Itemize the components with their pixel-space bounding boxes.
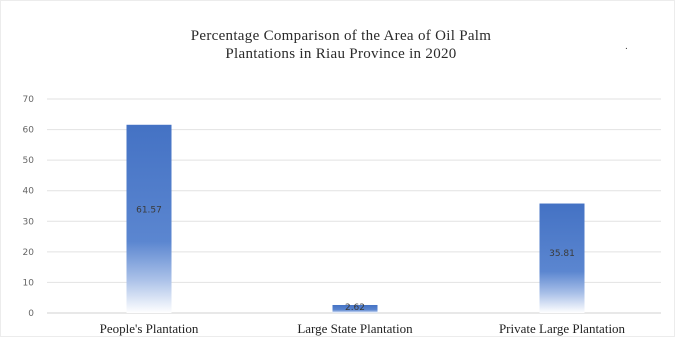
category-label: People's Plantation bbox=[100, 321, 199, 336]
chart-title-line-2: Plantations in Riau Province in 2020 bbox=[225, 46, 457, 62]
chart-title-line-1: Percentage Comparison of the Area of Oil… bbox=[190, 28, 492, 44]
bar bbox=[539, 203, 585, 313]
category-label: Private Large Plantation bbox=[499, 321, 626, 336]
bar bbox=[126, 124, 172, 313]
data-label: 2.62 bbox=[345, 303, 365, 313]
y-tick-label: 30 bbox=[23, 217, 35, 227]
y-tick-label: 0 bbox=[28, 309, 34, 319]
y-tick-label: 60 bbox=[23, 126, 35, 136]
y-tick-label: 50 bbox=[23, 156, 35, 166]
y-tick-label: 40 bbox=[23, 187, 35, 197]
bar bbox=[332, 304, 378, 313]
y-tick-label: 70 bbox=[23, 95, 35, 105]
stray-dot: . bbox=[625, 41, 628, 52]
y-tick-label: 10 bbox=[23, 278, 35, 288]
data-label: 61.57 bbox=[136, 205, 162, 215]
category-label: Large State Plantation bbox=[297, 321, 413, 336]
data-label: 35.81 bbox=[549, 249, 575, 259]
chart-title: Percentage Comparison of the Area of Oil… bbox=[131, 27, 551, 63]
y-tick-label: 20 bbox=[23, 248, 35, 258]
